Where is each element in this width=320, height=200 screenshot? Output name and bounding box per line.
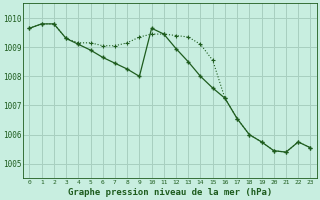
X-axis label: Graphe pression niveau de la mer (hPa): Graphe pression niveau de la mer (hPa) [68, 188, 272, 197]
